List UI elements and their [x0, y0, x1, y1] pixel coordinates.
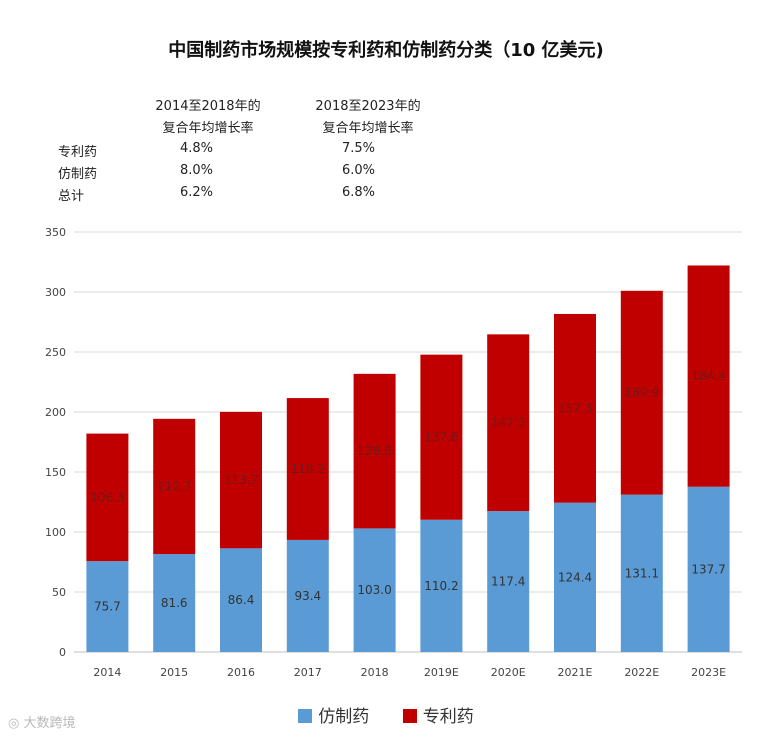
bar-patent — [620, 290, 663, 495]
y-tick-label: 250 — [45, 346, 66, 359]
chart-title: 中国制药市场规模按专利药和仿制药分类（10 亿美元) — [168, 40, 604, 61]
bar-generic — [620, 494, 663, 652]
bar-generic — [687, 486, 730, 652]
bar-patent — [220, 411, 262, 549]
y-tick-label: 300 — [45, 286, 66, 299]
cagr-row-value: 4.8% — [180, 141, 214, 156]
data-label-generic: 131.1 — [625, 566, 659, 580]
stacked-bar-chart: 0 50 100 150 200 250 300 350 75.7 106.3 2014 81.6 11… — [45, 226, 742, 679]
x-tick-label: 2022E — [624, 666, 659, 679]
x-tick-label: 2023E — [691, 666, 726, 679]
x-tick-label: 2016 — [227, 666, 255, 679]
bar-patent — [286, 398, 329, 540]
cagr-header-line1: 2018至2023年的 — [315, 99, 421, 114]
x-tick-label: 2015 — [160, 666, 188, 679]
data-label-patent: 147.3 — [491, 416, 525, 430]
cagr-header-2014-2018: 2014至2018年的 复合年均增长率 — [138, 96, 278, 140]
bar-patent — [487, 334, 530, 512]
legend-item-patent: 专利药 — [402, 702, 474, 727]
data-label-patent: 118.2 — [291, 462, 325, 476]
y-tick-label: 200 — [45, 406, 66, 419]
cagr-header-2018-2023: 2018至2023年的 复合年均增长率 — [298, 96, 438, 140]
x-tick-label: 2017 — [294, 666, 322, 679]
x-tick-label: 2018 — [361, 666, 389, 679]
bar-patent — [420, 354, 463, 520]
legend: 仿制药 专利药 — [0, 702, 772, 727]
bar-generic — [153, 554, 196, 652]
legend-item-generic: 仿制药 — [298, 702, 369, 727]
watermark: ◎ 大数跨境 — [8, 712, 76, 731]
cagr-header-line2: 复合年均增长率 — [322, 121, 414, 136]
bar-patent — [554, 313, 596, 503]
cagr-row-value: 6.8% — [342, 185, 376, 200]
bar-patent — [153, 418, 196, 555]
data-label-patent: 128.8 — [357, 444, 391, 458]
cagr-row-label: 专利药 — [58, 145, 98, 160]
data-label-generic: 103.0 — [357, 583, 391, 597]
data-label-generic: 124.4 — [558, 570, 592, 584]
y-tick-label: 100 — [45, 526, 66, 539]
data-label-patent: 184.4 — [691, 369, 725, 383]
data-label-generic: 93.4 — [294, 589, 321, 603]
y-tick-label: 50 — [52, 586, 66, 599]
bar-generic — [420, 519, 463, 652]
watermark-text: 大数跨境 — [23, 716, 76, 731]
data-label-patent: 169.9 — [625, 386, 659, 400]
cagr-row-label: 仿制药 — [58, 167, 98, 182]
data-label-generic: 81.6 — [161, 596, 188, 610]
data-label-patent: 106.3 — [90, 490, 124, 504]
bar-patent — [86, 433, 129, 562]
y-tick-label: 350 — [45, 226, 66, 239]
legend-label-patent: 专利药 — [422, 707, 474, 727]
x-tick-label: 2020E — [491, 666, 526, 679]
watermark-logo-icon: ◎ — [8, 716, 20, 731]
bar-generic — [286, 539, 329, 652]
data-label-generic: 75.7 — [94, 600, 121, 614]
cagr-row-value: 6.2% — [180, 185, 214, 200]
cagr-header-line2: 复合年均增长率 — [162, 121, 254, 136]
bar-patent — [353, 373, 396, 529]
bar-generic — [86, 561, 129, 652]
legend-label-generic: 仿制药 — [318, 707, 370, 727]
bar-generic — [353, 528, 396, 652]
bar-generic — [554, 502, 596, 652]
y-tick-label: 150 — [45, 466, 66, 479]
cagr-row-value: 8.0% — [180, 163, 214, 178]
legend-swatch-patent — [402, 709, 417, 723]
y-tick-label: 0 — [59, 646, 66, 659]
data-label-patent: 113.7 — [224, 473, 258, 487]
bar-patent — [687, 265, 730, 487]
data-label-generic: 117.4 — [491, 575, 525, 589]
data-label-generic: 110.2 — [424, 579, 458, 593]
cagr-row-label: 总计 — [58, 189, 85, 204]
bar-generic — [220, 548, 262, 652]
data-label-generic: 137.7 — [691, 562, 725, 576]
x-tick-label: 2021E — [558, 666, 593, 679]
cagr-header-line1: 2014至2018年的 — [155, 99, 261, 114]
data-label-patent: 137.6 — [424, 430, 458, 444]
bar-generic — [487, 511, 530, 652]
data-label-generic: 86.4 — [228, 593, 255, 607]
x-tick-label: 2014 — [93, 666, 121, 679]
x-tick-label: 2019E — [424, 666, 459, 679]
data-label-patent: 112.7 — [157, 479, 191, 493]
cagr-row-value: 6.0% — [342, 163, 376, 178]
data-label-patent: 157.3 — [558, 401, 592, 415]
legend-swatch-generic — [298, 709, 313, 723]
cagr-row-value: 7.5% — [342, 141, 376, 156]
